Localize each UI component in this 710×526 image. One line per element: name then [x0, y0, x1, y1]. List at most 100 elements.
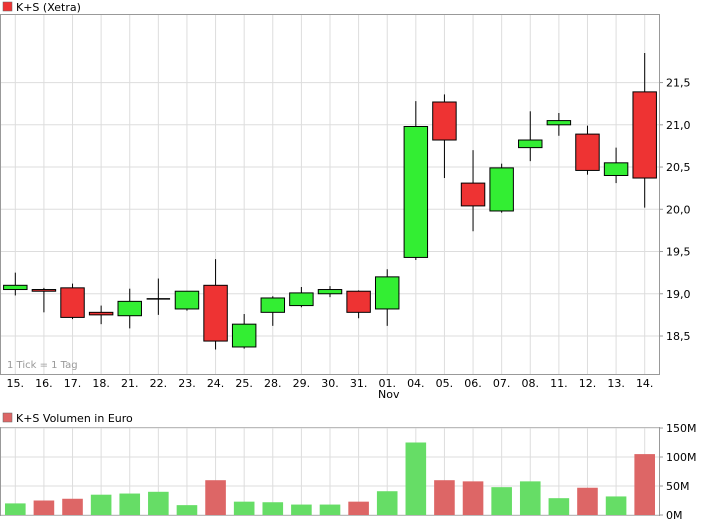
- candle-body: [231, 323, 257, 348]
- price-chart-title: K+S (Xetra): [16, 1, 81, 14]
- x-tick-label: 29.: [293, 377, 311, 390]
- volume-bar: [233, 501, 255, 515]
- candle-body: [460, 182, 486, 207]
- tick-annotation: 1 Tick = 1 Tag: [7, 360, 78, 371]
- candle: [518, 111, 543, 162]
- x-tick-label: 18.: [92, 377, 110, 390]
- month-label: Nov: [378, 388, 400, 401]
- candle-body: [518, 139, 543, 149]
- price-x-axis: 15. 16. 17. 18. 21. 22. 23. 24. 25. 28. 29. 30. 31. 0…: [7, 377, 654, 390]
- candle-body: [346, 290, 371, 313]
- volume-panel: K+S Volumen in Euro 0M 50M 100M 150M: [0, 412, 697, 522]
- volume-bar: [176, 505, 198, 515]
- volume-bar: [319, 504, 341, 515]
- volume-bar: [291, 504, 312, 515]
- volume-bar: [90, 494, 112, 515]
- volume-bars: [5, 442, 655, 515]
- price-panel: K+S (Xetra) 18,5 19,0 19,5 20,0 20,5 21,0 21,5…: [0, 1, 691, 401]
- x-tick-label: 21.: [121, 377, 139, 390]
- candle-body: [174, 290, 200, 310]
- x-tick-label: 16.: [35, 377, 53, 390]
- x-tick-label: 07.: [493, 377, 511, 390]
- candle-body: [31, 289, 57, 292]
- price-y-tick-label: 21,5: [666, 77, 691, 90]
- price-y-tick-label: 20,5: [666, 161, 691, 174]
- candle: [88, 305, 114, 325]
- price-y-tick-label: 21,0: [666, 119, 691, 132]
- volume-y-tick-label: 150M: [666, 422, 697, 435]
- candle: [632, 53, 657, 208]
- x-tick-label: 01.: [378, 377, 396, 390]
- x-tick-label: 06.: [464, 377, 482, 390]
- volume-bar: [462, 481, 484, 515]
- volume-bar: [119, 493, 141, 515]
- candle: [374, 269, 400, 326]
- x-tick-label: 23.: [178, 377, 196, 390]
- volume-y-tick-label: 0M: [666, 509, 683, 522]
- price-legend-swatch: [2, 1, 13, 12]
- candle: [174, 290, 200, 311]
- candle: [603, 147, 629, 184]
- volume-bar: [376, 491, 398, 515]
- x-tick-label: 30.: [321, 377, 339, 390]
- volume-bar: [262, 502, 284, 515]
- volume-bar: [148, 491, 169, 515]
- volume-bar: [33, 500, 55, 515]
- candle-body: [3, 284, 28, 291]
- price-y-tick-label: 18,5: [666, 330, 691, 343]
- x-tick-label: 14.: [636, 377, 654, 390]
- x-tick-label: 28.: [264, 377, 282, 390]
- candle-body: [374, 276, 400, 310]
- x-tick-label: 17.: [64, 377, 82, 390]
- candle-body: [203, 284, 228, 342]
- candle: [60, 283, 85, 320]
- candle: [231, 314, 257, 349]
- volume-bar: [205, 480, 226, 515]
- volume-bar: [634, 454, 655, 515]
- x-tick-label: 12.: [579, 377, 597, 390]
- candle-body: [60, 287, 85, 318]
- candle: [3, 272, 28, 296]
- price-y-axis: 18,5 19,0 19,5 20,0 20,5 21,0 21,5: [659, 77, 691, 343]
- candle: [203, 259, 228, 350]
- candle-body: [489, 167, 514, 212]
- candle: [117, 288, 142, 329]
- volume-bar: [5, 503, 26, 515]
- x-tick-label: 11.: [550, 377, 568, 390]
- candle: [489, 163, 514, 213]
- volume-bar: [519, 481, 541, 515]
- candle: [31, 287, 57, 313]
- candle-body: [603, 162, 629, 176]
- x-tick-label: 24.: [207, 377, 225, 390]
- x-tick-label: 15.: [7, 377, 25, 390]
- volume-y-tick-label: 50M: [666, 480, 690, 493]
- volume-y-tick-label: 100M: [666, 451, 697, 464]
- volume-bar: [491, 487, 512, 515]
- candle-body: [117, 300, 142, 317]
- candle: [432, 94, 457, 179]
- candle: [317, 286, 343, 298]
- candle-body: [260, 297, 286, 313]
- price-y-tick-label: 20,0: [666, 203, 691, 216]
- candle-body: [88, 311, 114, 316]
- volume-bar: [348, 501, 369, 515]
- volume-y-axis: 0M 50M 100M 150M: [659, 422, 697, 522]
- candle: [260, 296, 286, 326]
- x-tick-label: 22.: [150, 377, 168, 390]
- volume-bar: [62, 498, 83, 515]
- candle: [346, 290, 371, 319]
- candle-body: [432, 101, 457, 141]
- volume-legend-swatch: [2, 412, 13, 423]
- candle-body: [403, 126, 429, 258]
- price-y-tick-label: 19,0: [666, 288, 691, 301]
- x-tick-label: 04.: [407, 377, 425, 390]
- volume-bar: [577, 487, 598, 515]
- candle-body: [632, 91, 657, 179]
- price-y-tick-label: 19,5: [666, 246, 691, 259]
- candle-body: [575, 133, 600, 171]
- price-candles: [3, 53, 657, 350]
- volume-bar: [434, 480, 455, 515]
- volume-bar: [605, 496, 627, 515]
- candle: [289, 286, 314, 308]
